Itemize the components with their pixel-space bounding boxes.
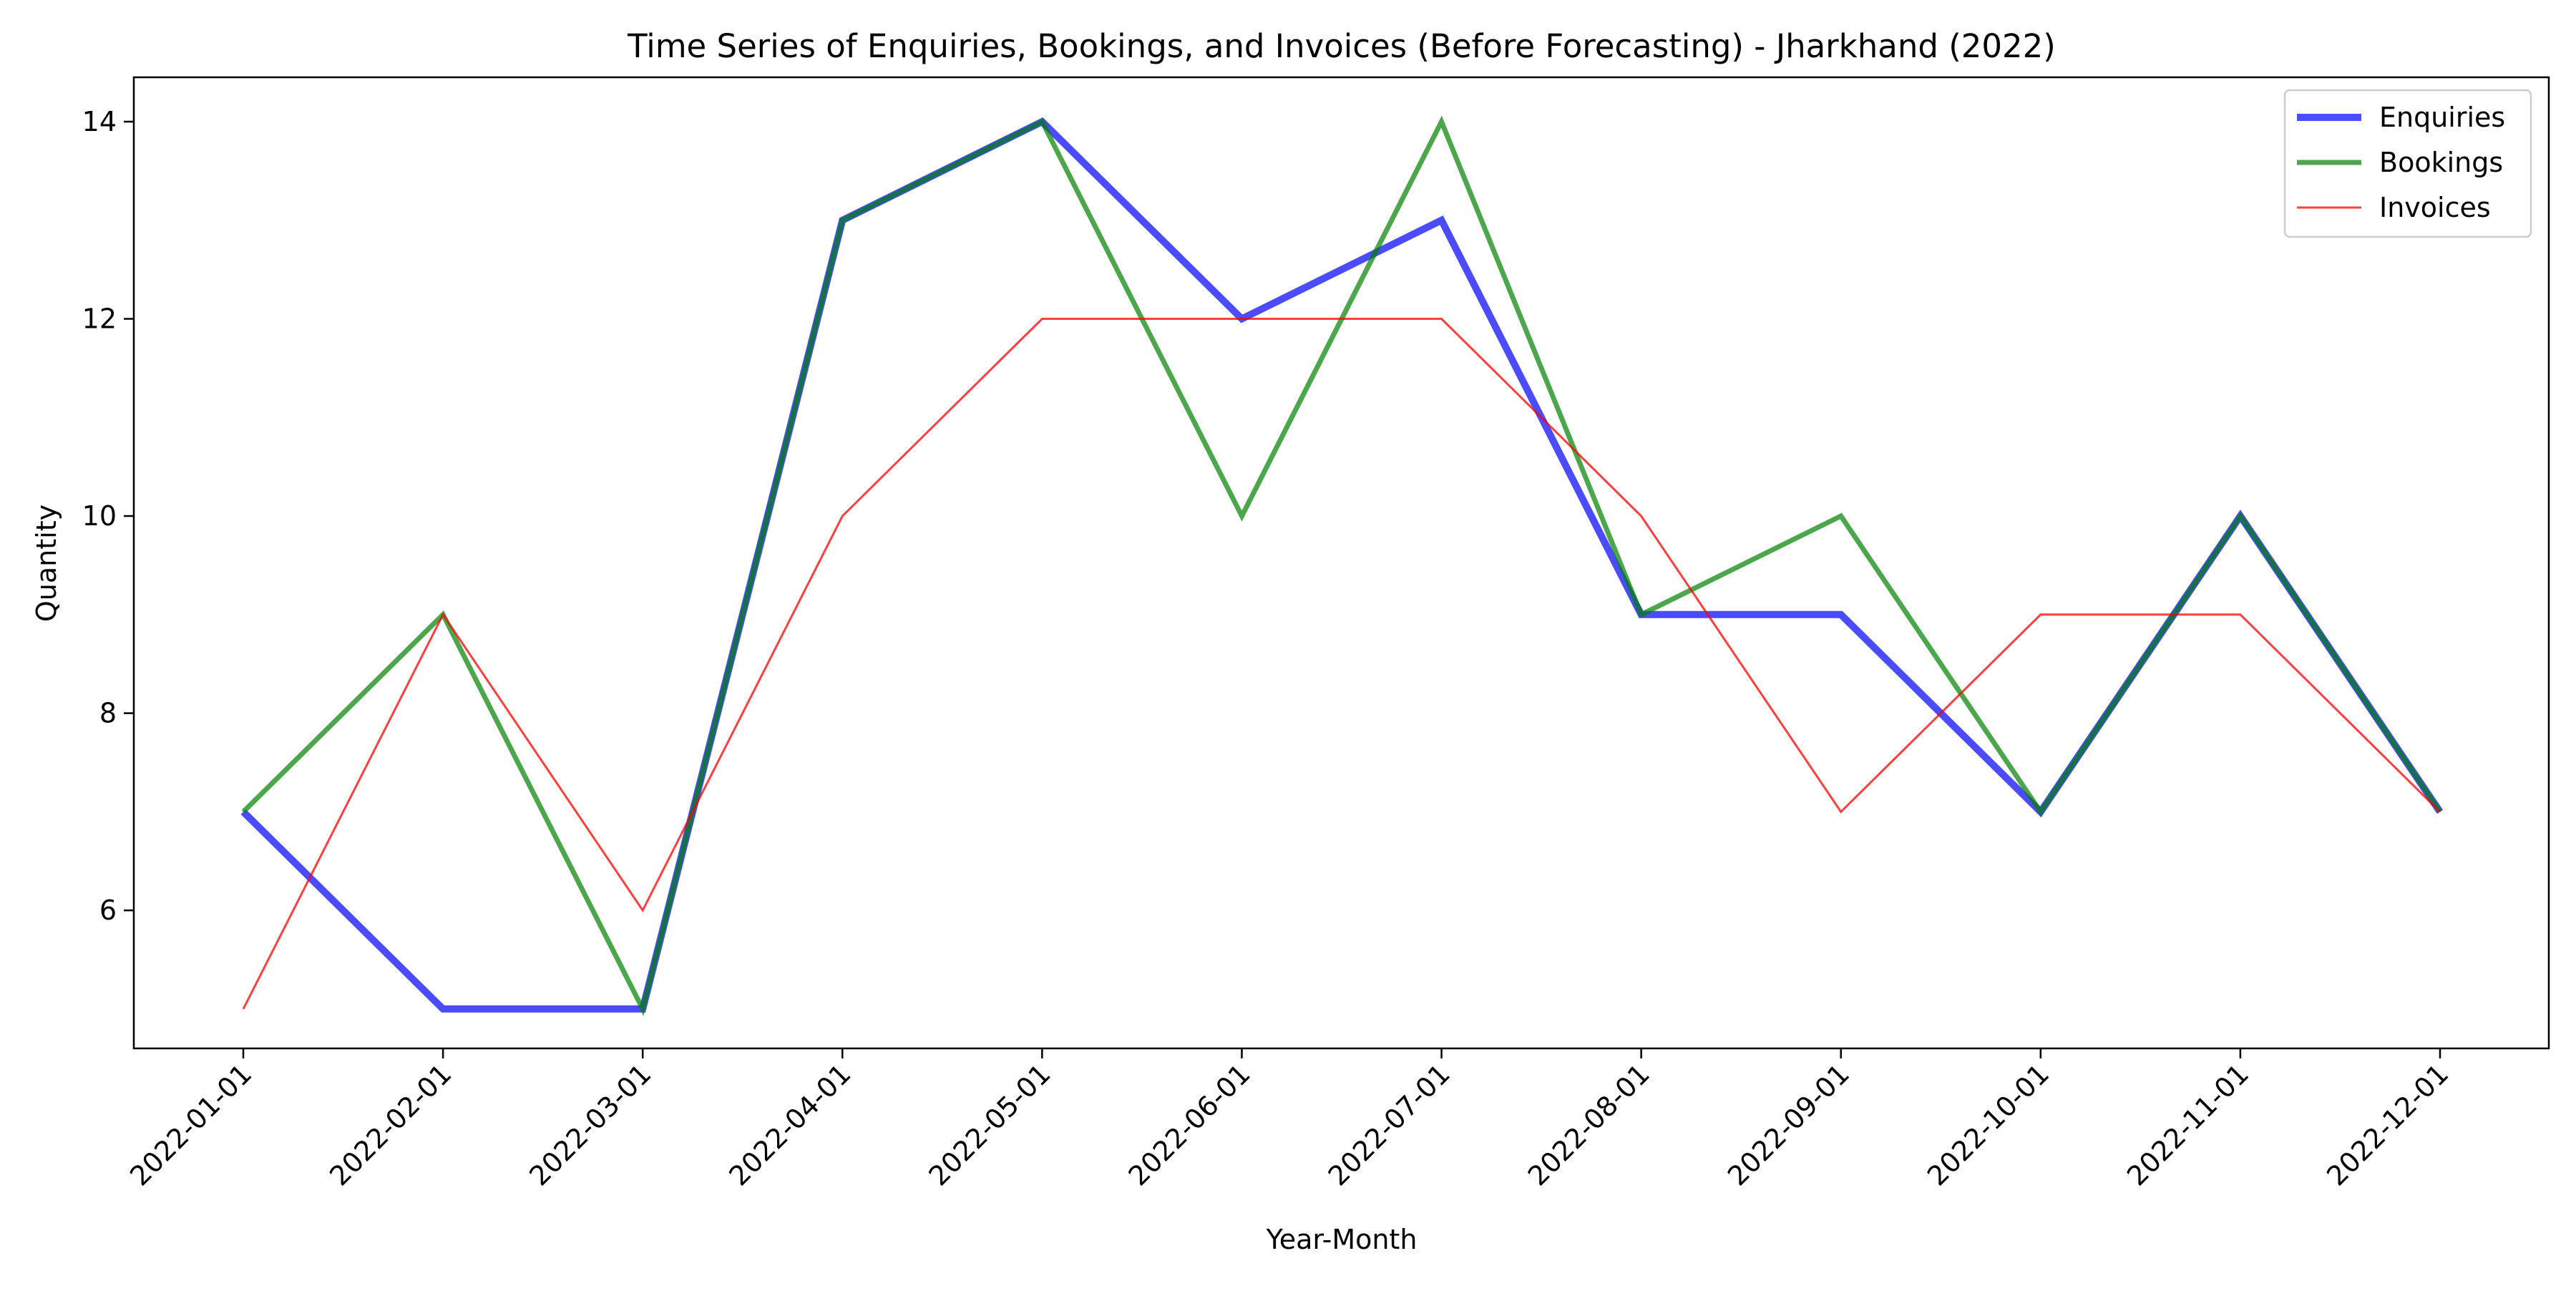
y-tick-label: 10: [82, 500, 117, 532]
x-tick-label: 2022-08-01: [1522, 1058, 1656, 1192]
y-tick-label: 6: [99, 895, 117, 926]
legend-label-bookings: Bookings: [2379, 147, 2503, 178]
series-line-invoices: [242, 318, 2441, 1010]
x-tick-label: 2022-10-01: [1921, 1058, 2055, 1192]
legend-label-invoices: Invoices: [2379, 192, 2491, 223]
x-tick-label: 2022-03-01: [523, 1058, 657, 1192]
y-tick-label: 8: [99, 698, 117, 729]
y-tick-label: 12: [82, 303, 117, 335]
x-tick-label: 2022-02-01: [323, 1058, 457, 1192]
y-axis-ticks: 6 8 10 12 14: [82, 106, 134, 926]
series-layer: [240, 115, 2444, 1016]
legend-label-enquiries: Enquiries: [2379, 102, 2505, 133]
legend: Enquiries Bookings Invoices: [2283, 89, 2532, 238]
x-tick-label: 2022-01-01: [124, 1058, 258, 1192]
x-tick-label: 2022-04-01: [723, 1058, 857, 1192]
x-axis-ticks: 2022-01-01 2022-02-01 2022-03-01 2022-04-01…: [124, 1048, 2454, 1192]
x-tick-label: 2022-12-01: [2321, 1058, 2454, 1192]
legend-frame: [2283, 89, 2532, 238]
plot-frame: [132, 76, 2550, 1050]
y-axis-label: Quantity: [31, 505, 62, 622]
x-tick-label: 2022-07-01: [1322, 1058, 1456, 1192]
x-tick-label: 2022-05-01: [922, 1058, 1056, 1192]
x-tick-label: 2022-11-01: [2121, 1058, 2255, 1192]
x-axis-label: Year-Month: [1266, 1224, 1418, 1255]
y-tick-label: 14: [82, 106, 117, 137]
series-line-bookings: [241, 115, 2442, 1016]
chart-title: Time Series of Enquiries, Bookings, and …: [627, 27, 2056, 65]
x-tick-label: 2022-06-01: [1123, 1058, 1257, 1192]
x-tick-label: 2022-09-01: [1722, 1058, 1855, 1192]
